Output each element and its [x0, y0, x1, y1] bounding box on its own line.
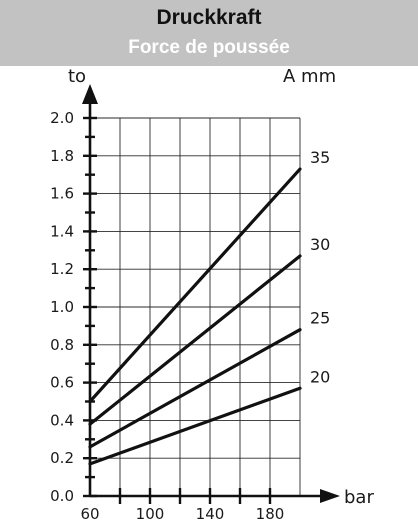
series-label-20: 20: [310, 367, 330, 386]
y-tick-label: 0.6: [50, 374, 74, 392]
y-axis-arrow: [82, 84, 98, 104]
y-tick-label: 1.2: [50, 260, 74, 278]
chart-axes: [82, 84, 340, 504]
y-tick-label: 1.4: [50, 222, 74, 240]
series-line-30: [88, 254, 302, 426]
y-tick-label: 0.2: [50, 449, 74, 467]
x-axis-label: bar: [344, 487, 374, 508]
x-tick-label: 100: [136, 505, 165, 523]
chart-series: [88, 167, 302, 466]
y-tick-label: 1.8: [50, 147, 74, 165]
y-tick-label: 1.0: [50, 298, 74, 316]
x-tick-label: 60: [80, 505, 99, 523]
y-tick-label: 1.6: [50, 185, 74, 203]
series-label-35: 35: [310, 148, 330, 167]
chart-title: Druckkraft: [156, 6, 262, 29]
chart-grid: [90, 117, 301, 496]
series-label-25: 25: [310, 309, 330, 328]
y-tick-label: 0.4: [50, 411, 74, 429]
series-label-30: 30: [310, 235, 330, 254]
x-axis-arrow: [320, 489, 340, 503]
series-unit-label: A mm: [283, 66, 336, 87]
x-tick-label: 140: [196, 505, 225, 523]
series-line-35: [88, 167, 302, 404]
y-tick-label: 0.0: [50, 487, 74, 505]
y-tick-label: 2.0: [50, 109, 74, 127]
series-line-25: [88, 328, 302, 449]
chart-labels: 0.0 0.2 0.4 0.6 0.8 1.0 1.2 1.4 1.6 1.8 2.0 60 100 14…: [50, 66, 374, 523]
chart-header: Druckkraft Force de poussée: [0, 0, 418, 66]
y-axis-label: to: [68, 66, 86, 87]
series-line-20: [88, 386, 302, 466]
chart-subtitle: Force de poussée: [128, 37, 290, 58]
x-tick-label: 180: [256, 505, 285, 523]
y-tick-label: 0.8: [50, 336, 74, 354]
